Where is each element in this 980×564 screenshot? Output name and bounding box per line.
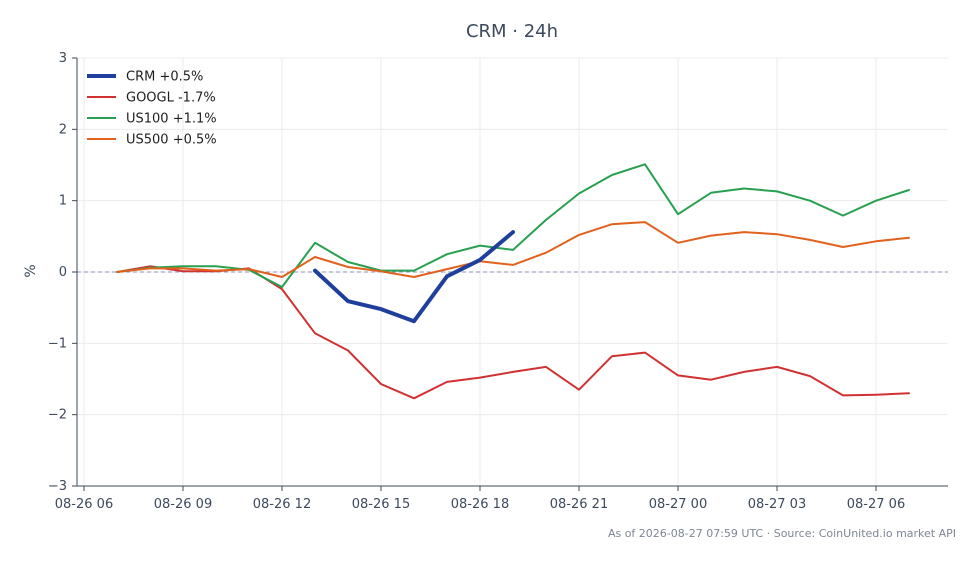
legend-label: US500 +0.5% — [126, 133, 217, 148]
x-tick-label: 08-26 18 — [451, 497, 509, 512]
legend-label: CRM +0.5% — [126, 70, 203, 85]
x-tick-label: 08-26 21 — [550, 497, 608, 512]
chart-title: CRM · 24h — [466, 21, 558, 42]
x-tick-label: 08-26 09 — [154, 497, 212, 512]
x-tick-label: 08-27 00 — [649, 497, 707, 512]
series-lines — [116, 163, 910, 400]
legend: CRM +0.5% GOOGL -1.7% US100 +1.1% US500 +0.… — [87, 70, 217, 148]
x-tick-label: 08-26 12 — [253, 497, 311, 512]
legend-label: GOOGL -1.7% — [126, 91, 216, 106]
y-tick-label: 3 — [59, 51, 67, 66]
x-tick-label: 08-27 06 — [847, 497, 905, 512]
grid-lines — [77, 57, 948, 487]
y-tick-label: 2 — [59, 122, 67, 137]
y-tick-label: −2 — [48, 408, 67, 423]
y-tick-label: −3 — [48, 479, 67, 494]
series-line-3 — [116, 221, 910, 278]
y-tick-label: 1 — [59, 194, 67, 209]
footer-source: As of 2026-08-27 07:59 UTC · Source: Coi… — [608, 527, 956, 540]
y-tick-label: 0 — [59, 265, 67, 280]
y-axis-label: % — [23, 264, 39, 277]
axes: 3 2 1 0 −1 −2 −3 08-26 06 08-26 09 08-26 12 08-26 … — [48, 51, 948, 512]
legend-label: US100 +1.1% — [126, 112, 217, 127]
x-tick-label: 08-27 03 — [748, 497, 806, 512]
x-tick-label: 08-26 06 — [55, 497, 113, 512]
series-line-0 — [313, 230, 515, 324]
y-tick-label: −1 — [48, 336, 67, 351]
x-tick-label: 08-26 15 — [352, 497, 410, 512]
